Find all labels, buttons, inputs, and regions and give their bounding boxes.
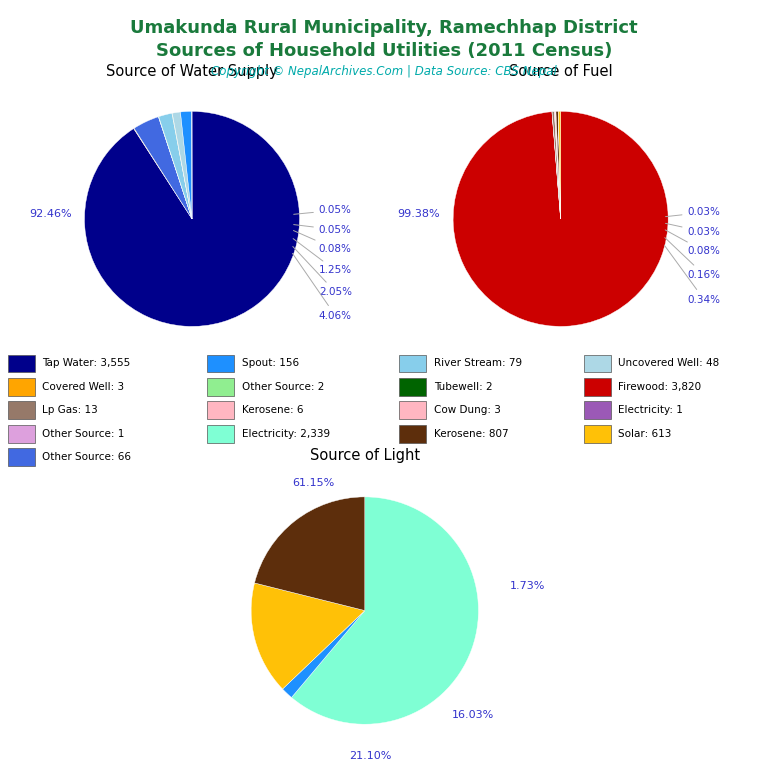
Text: 0.03%: 0.03%	[666, 223, 720, 237]
Bar	[8, 449, 35, 466]
Title: Source of Light: Source of Light	[310, 449, 420, 463]
Wedge shape	[180, 111, 192, 219]
Wedge shape	[159, 113, 192, 219]
Text: 61.15%: 61.15%	[293, 478, 335, 488]
Text: 0.03%: 0.03%	[666, 207, 720, 217]
Wedge shape	[172, 113, 192, 219]
Text: Cow Dung: 3: Cow Dung: 3	[434, 406, 501, 415]
Bar	[399, 402, 426, 419]
Text: Tubewell: 2: Tubewell: 2	[434, 382, 492, 392]
Text: River Stream: 79: River Stream: 79	[434, 359, 522, 369]
Bar	[399, 425, 426, 442]
Wedge shape	[251, 583, 365, 689]
Wedge shape	[453, 111, 668, 326]
Wedge shape	[134, 117, 192, 219]
Bar	[584, 402, 611, 419]
Wedge shape	[134, 128, 192, 219]
Bar	[207, 378, 234, 396]
Text: Firewood: 3,820: Firewood: 3,820	[618, 382, 701, 392]
Bar	[8, 355, 35, 372]
Text: 99.38%: 99.38%	[397, 208, 440, 219]
Bar	[399, 378, 426, 396]
Wedge shape	[552, 111, 561, 219]
Bar	[399, 355, 426, 372]
Wedge shape	[84, 111, 300, 326]
Text: Sources of Household Utilities (2011 Census): Sources of Household Utilities (2011 Cen…	[156, 42, 612, 60]
Text: Spout: 156: Spout: 156	[242, 359, 299, 369]
Text: 92.46%: 92.46%	[28, 208, 71, 219]
Text: Other Source: 66: Other Source: 66	[42, 452, 131, 462]
Bar	[584, 425, 611, 442]
Text: 0.34%: 0.34%	[664, 245, 720, 305]
Text: Covered Well: 3: Covered Well: 3	[42, 382, 124, 392]
Text: Umakunda Rural Municipality, Ramechhap District: Umakunda Rural Municipality, Ramechhap D…	[131, 19, 637, 37]
Bar	[207, 355, 234, 372]
Wedge shape	[254, 497, 365, 611]
Text: Kerosene: 807: Kerosene: 807	[434, 429, 508, 439]
Text: Other Source: 2: Other Source: 2	[242, 382, 324, 392]
Wedge shape	[172, 112, 192, 219]
Wedge shape	[283, 611, 365, 697]
Bar	[207, 402, 234, 419]
Text: 16.03%: 16.03%	[452, 710, 494, 720]
Wedge shape	[558, 111, 561, 219]
Text: 1.73%: 1.73%	[510, 581, 546, 591]
Title: Source of Fuel: Source of Fuel	[509, 65, 612, 79]
Text: 0.05%: 0.05%	[293, 224, 352, 235]
Text: Other Source: 1: Other Source: 1	[42, 429, 124, 439]
Wedge shape	[554, 111, 561, 219]
Text: 2.05%: 2.05%	[293, 247, 352, 297]
Text: 0.08%: 0.08%	[293, 230, 352, 254]
Bar	[8, 402, 35, 419]
Bar	[584, 355, 611, 372]
Wedge shape	[552, 111, 561, 219]
Text: 4.06%: 4.06%	[293, 253, 352, 321]
Bar	[584, 378, 611, 396]
Text: Tap Water: 3,555: Tap Water: 3,555	[42, 359, 131, 369]
Wedge shape	[556, 111, 561, 219]
Bar	[8, 378, 35, 396]
Text: Electricity: 1: Electricity: 1	[618, 406, 683, 415]
Text: 0.05%: 0.05%	[293, 205, 352, 215]
Wedge shape	[158, 117, 192, 219]
Wedge shape	[555, 111, 561, 219]
Text: Copyright © NepalArchives.Com | Data Source: CBS Nepal: Copyright © NepalArchives.Com | Data Sou…	[211, 65, 557, 78]
Text: 0.16%: 0.16%	[665, 237, 720, 280]
Text: Electricity: 2,339: Electricity: 2,339	[242, 429, 330, 439]
Text: Solar: 613: Solar: 613	[618, 429, 671, 439]
Title: Source of Water Supply: Source of Water Supply	[106, 65, 278, 79]
Text: Uncovered Well: 48: Uncovered Well: 48	[618, 359, 720, 369]
Text: Kerosene: 6: Kerosene: 6	[242, 406, 303, 415]
Text: 1.25%: 1.25%	[293, 239, 352, 276]
Bar	[8, 425, 35, 442]
Text: 0.08%: 0.08%	[665, 230, 720, 257]
Wedge shape	[292, 497, 478, 724]
Bar	[207, 425, 234, 442]
Wedge shape	[558, 111, 561, 219]
Text: 21.10%: 21.10%	[349, 751, 392, 761]
Text: Lp Gas: 13: Lp Gas: 13	[42, 406, 98, 415]
